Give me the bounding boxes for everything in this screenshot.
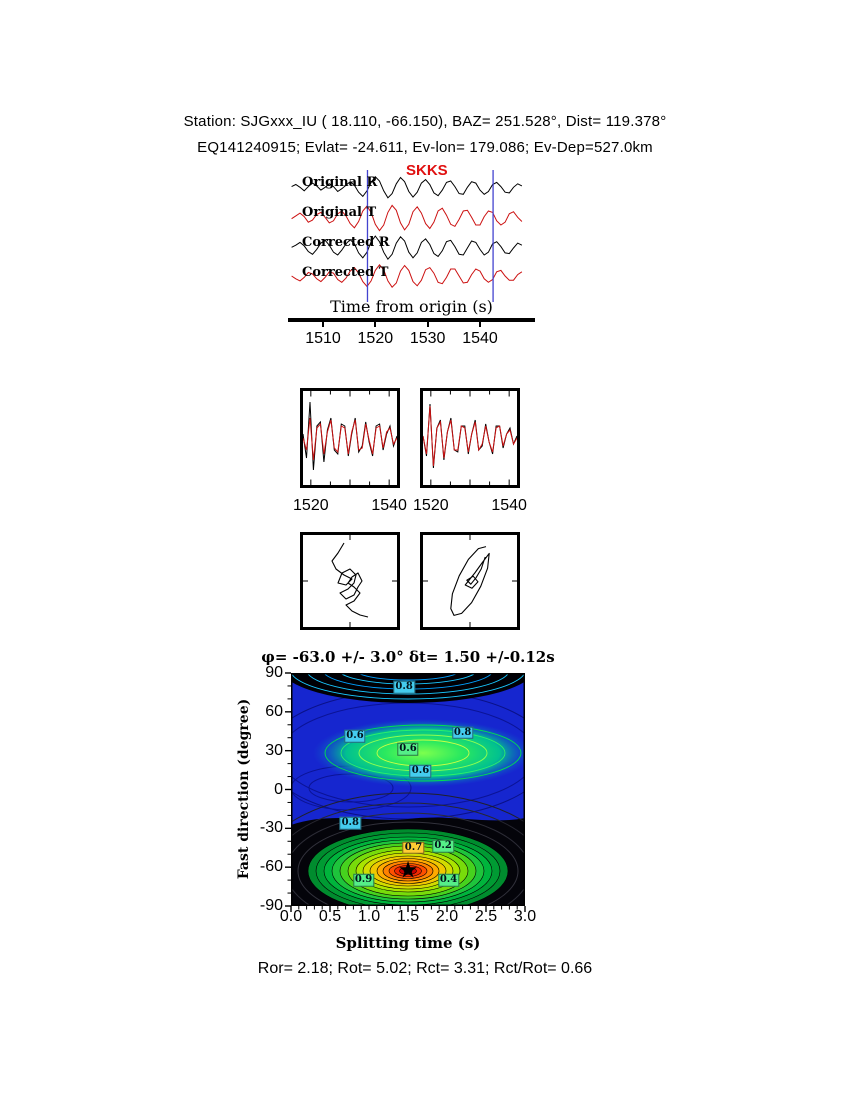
seismogram-traces bbox=[291, 170, 523, 302]
contour-y-tick-label: -60 bbox=[259, 858, 283, 876]
time-tick-mark bbox=[478, 322, 481, 327]
time-axis-label: Time from origin (s) bbox=[330, 297, 493, 316]
time-tick-mark bbox=[426, 322, 429, 327]
contour-value-label: 0.4 bbox=[437, 873, 460, 887]
best-fit-star: ★ bbox=[397, 856, 419, 883]
time-tick-label: 1530 bbox=[409, 330, 446, 347]
contour-x-tick-label: 2.5 bbox=[474, 908, 498, 925]
contour-y-tick-label: -90 bbox=[259, 897, 283, 914]
time-tick-label: 1510 bbox=[305, 330, 341, 347]
particle-motion-corrected bbox=[423, 535, 517, 627]
best-fit-title: φ= -63.0 +/- 3.0° δt= 1.50 +/-0.12s bbox=[261, 648, 555, 666]
contour-value-label: 0.8 bbox=[339, 816, 361, 830]
time-tick-label: 1540 bbox=[462, 330, 498, 347]
contour-value-label: 0.8 bbox=[393, 680, 415, 694]
window-box-corrected bbox=[420, 388, 520, 488]
contour-value-label: 0.8 bbox=[451, 726, 474, 739]
contour-x-tick-label: 2.0 bbox=[435, 908, 459, 925]
contour-value-label: 0.6 bbox=[344, 730, 366, 743]
contour-value-label: 0.9 bbox=[352, 873, 375, 887]
window-tick-label: 1520 bbox=[293, 497, 329, 514]
contour-x-tick-label: 1.0 bbox=[357, 908, 381, 925]
trace-label-original-r: Original R bbox=[302, 175, 378, 190]
trace-label-original-t: Original T bbox=[302, 205, 377, 220]
phase-label: SKKS bbox=[406, 162, 448, 179]
station-info-line: Station: SJGxxx_IU ( 18.110, -66.150), B… bbox=[183, 113, 667, 130]
particle-motion-original bbox=[303, 535, 397, 627]
contour-y-tick-label: 0 bbox=[274, 780, 283, 798]
result-ratios: Ror= 2.18; Rot= 5.02; Rct= 3.31; Rct/Rot… bbox=[257, 960, 593, 977]
x-axis-label: Splitting time (s) bbox=[335, 934, 481, 952]
contour-y-tick-label: 60 bbox=[265, 702, 283, 720]
particle-motion-box-original bbox=[300, 532, 400, 630]
window-tick-label: 1540 bbox=[491, 497, 527, 514]
contour-value-label: 0.2 bbox=[432, 840, 454, 853]
contour-y-tick-label: 30 bbox=[265, 741, 283, 759]
contour-value-label: 0.6 bbox=[409, 765, 432, 778]
contour-y-tick-label: 90 bbox=[265, 664, 283, 681]
window-waveforms-original bbox=[303, 391, 397, 485]
contour-x-tick-label: 1.5 bbox=[396, 908, 420, 925]
time-tick-label: 1520 bbox=[357, 330, 394, 347]
contour-y-tick-label: -30 bbox=[259, 819, 283, 837]
time-tick-mark bbox=[374, 322, 377, 327]
contour-x-tick-label: 0.0 bbox=[279, 908, 303, 925]
contour-x-tick-label: 3.0 bbox=[513, 908, 537, 925]
event-info-line: EQ141240915; Evlat= -24.611, Ev-lon= 179… bbox=[197, 139, 653, 156]
contour-value-label: 0.7 bbox=[402, 841, 425, 854]
window-tick-label: 1520 bbox=[413, 497, 449, 514]
trace-label-corrected-t: Corrected T bbox=[302, 265, 389, 280]
trace-label-corrected-r: Corrected R bbox=[302, 235, 390, 250]
misfit-contour-plot: 0.8 0.6 0.8 0.6 0.6 0.8 0.7 0.2 0.9 0.4 ★ bbox=[291, 673, 525, 906]
time-tick-mark bbox=[322, 322, 324, 327]
window-waveforms-corrected bbox=[423, 391, 517, 485]
time-axis-bar bbox=[288, 318, 535, 322]
contour-value-label: 0.6 bbox=[397, 743, 419, 756]
window-box-original bbox=[300, 388, 400, 488]
window-tick-label: 1540 bbox=[371, 497, 407, 514]
particle-motion-box-corrected bbox=[420, 532, 520, 630]
contour-x-tick-label: 0.5 bbox=[318, 908, 342, 925]
